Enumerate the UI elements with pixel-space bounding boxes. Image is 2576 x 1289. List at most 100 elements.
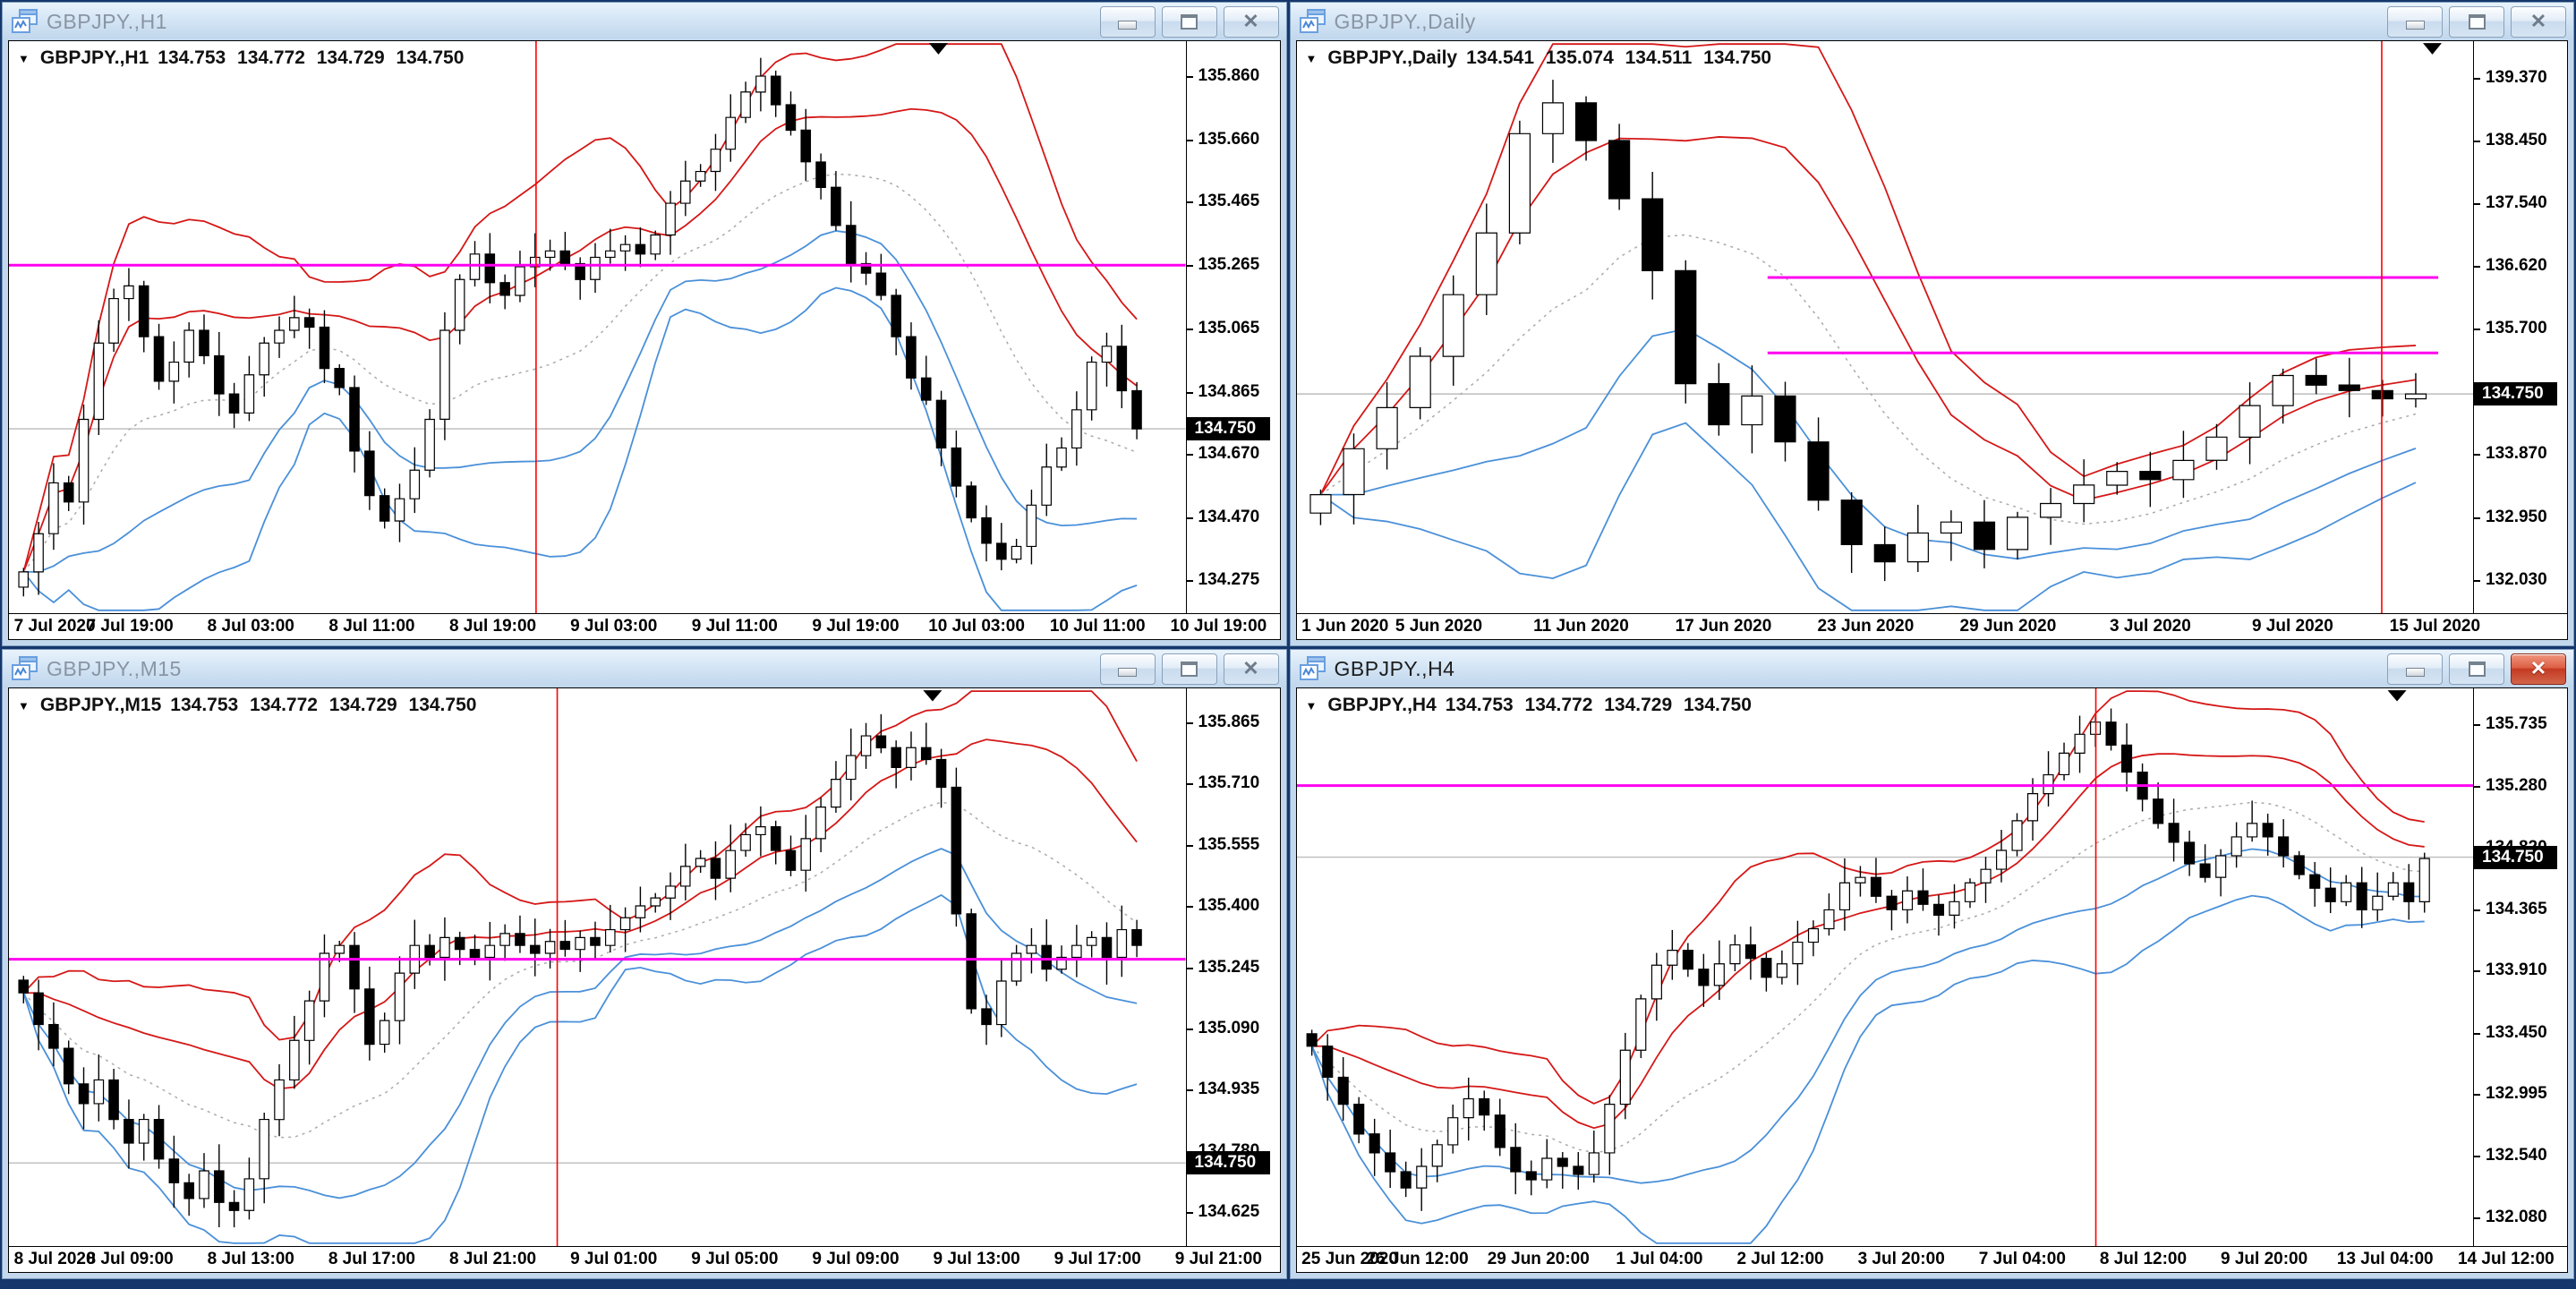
candle — [1322, 1046, 1332, 1078]
candle — [1443, 295, 1463, 356]
restore-button[interactable] — [1161, 5, 1217, 38]
candle — [1307, 1034, 1317, 1046]
restore-button[interactable] — [2449, 653, 2504, 685]
plot-area[interactable] — [9, 41, 1186, 613]
window-titlebar[interactable]: GBPJPY.,H1 ✕ — [3, 3, 1286, 40]
time-axis[interactable]: 1 Jun 2020 5 Jun 2020 11 Jun 2020 17 Jun 20… — [1296, 613, 2567, 639]
close-icon: ✕ — [2529, 657, 2547, 679]
plot-area[interactable] — [1297, 41, 2474, 613]
candle — [1683, 951, 1693, 969]
price-tick-mark — [2474, 909, 2480, 911]
time-axis[interactable]: 25 Jun 2020 26 Jun 12:00 29 Jun 20:00 1 Jul… — [1296, 1246, 2567, 1272]
candle — [681, 866, 690, 886]
candle — [2405, 394, 2426, 398]
candle — [1072, 410, 1081, 448]
restore-button[interactable] — [2449, 5, 2504, 38]
chart-window-icon — [1299, 656, 1326, 681]
candle — [290, 1040, 299, 1080]
price-axis[interactable]: 135.735135.280134.820134.365133.910133.4… — [2474, 688, 2567, 1246]
minimize-button[interactable] — [2387, 5, 2443, 38]
candle — [967, 486, 976, 517]
price-tick-label: 133.450 — [2486, 1022, 2547, 1042]
time-tick-label: 2 Jul 12:00 — [1736, 1250, 1824, 1268]
candle — [1761, 959, 1770, 977]
minimize-button[interactable] — [2387, 653, 2443, 685]
window-titlebar[interactable]: GBPJPY.,H4 ✕ — [1290, 650, 2573, 687]
close-button[interactable]: ✕ — [2511, 653, 2566, 685]
minimize-icon — [2405, 21, 2425, 30]
time-tick-label: 8 Jul 13:00 — [207, 1250, 294, 1268]
close-button[interactable]: ✕ — [1223, 653, 1279, 685]
candle — [922, 378, 931, 400]
candle — [756, 827, 765, 835]
price-axis[interactable]: 135.860 135.660 135.465 135.265 135.065 134.8… — [1186, 41, 1280, 613]
time-tick-label: 8 Jul 2020 — [13, 1250, 96, 1268]
candle — [635, 906, 644, 918]
plot-area[interactable] — [9, 688, 1186, 1246]
candle — [304, 1001, 313, 1040]
candle — [350, 945, 359, 989]
price-tick-label: 134.625 — [1198, 1202, 1260, 1222]
ohlc-values: 134.753 134.772 134.729 134.750 — [170, 695, 477, 715]
minimize-button[interactable] — [1099, 653, 1156, 685]
symbol-dropdown-icon[interactable]: ▼ — [18, 698, 30, 713]
candle — [365, 989, 374, 1045]
window-title: GBPJPY.,H1 — [47, 9, 167, 33]
candle — [531, 257, 540, 267]
close-button[interactable]: ✕ — [2511, 5, 2566, 38]
candle — [440, 937, 449, 957]
candle — [1087, 937, 1096, 945]
window-titlebar[interactable]: GBPJPY.,M15 ✕ — [3, 650, 1286, 687]
candle — [154, 337, 163, 381]
candle — [847, 226, 856, 264]
candle — [1933, 904, 1943, 915]
candle — [1974, 522, 1994, 550]
price-tick-mark — [1186, 783, 1193, 786]
time-tick-label: 9 Jul 13:00 — [933, 1250, 1020, 1268]
time-axis[interactable]: 8 Jul 2020 8 Jul 09:00 8 Jul 13:00 8 Jul 17… — [9, 1246, 1280, 1272]
time-tick-label: 10 Jul 03:00 — [928, 617, 1025, 636]
upper-band-inner-line — [1320, 137, 2416, 500]
candle — [891, 747, 900, 767]
candle — [1729, 945, 1739, 964]
window-titlebar[interactable]: GBPJPY.,Daily ✕ — [1290, 3, 2573, 40]
candle — [967, 914, 976, 1009]
price-tick-mark — [2474, 454, 2480, 457]
candle — [1432, 1145, 1442, 1166]
close-button[interactable]: ✕ — [1223, 5, 1279, 38]
candle — [2247, 824, 2256, 837]
price-tick-mark — [1186, 329, 1193, 331]
price-tick-mark — [1186, 140, 1193, 142]
price-axis[interactable]: 135.865 135.710 135.555 135.400 135.245 135.0… — [1186, 688, 1280, 1246]
candle — [1808, 929, 1818, 943]
symbol-dropdown-icon[interactable]: ▼ — [1305, 51, 1318, 65]
chart-shift-marker-icon — [923, 690, 943, 702]
candle — [2341, 883, 2350, 901]
plot-area[interactable] — [1297, 688, 2474, 1246]
candle — [380, 1020, 388, 1044]
candle — [500, 283, 509, 295]
candle — [786, 850, 795, 870]
price-tick-label: 135.865 — [1198, 712, 1260, 731]
price-axis[interactable]: 139.370 138.450 137.540 136.620 135.700 133.8… — [2474, 41, 2567, 613]
current-price-badge: 134.750 — [1186, 1151, 1270, 1175]
lower-band-outer-line — [23, 288, 1137, 610]
symbol-dropdown-icon[interactable]: ▼ — [1305, 698, 1318, 713]
candle — [922, 747, 931, 759]
time-tick-label: 23 Jun 2020 — [1817, 617, 1915, 636]
candle — [304, 318, 313, 328]
time-axis[interactable]: 7 Jul 2020 7 Jul 19:00 8 Jul 03:00 8 Jul 11… — [9, 613, 1280, 639]
minimize-icon — [2405, 668, 2425, 677]
candle — [1542, 103, 1563, 133]
candle — [2043, 775, 2053, 794]
candle — [1907, 533, 1928, 561]
candle — [576, 263, 584, 279]
candle — [816, 807, 825, 839]
candle — [1072, 945, 1081, 957]
restore-button[interactable] — [1161, 653, 1217, 685]
chart-window-icon — [1299, 9, 1326, 34]
time-tick-label: 1 Jun 2020 — [1301, 617, 1389, 636]
minimize-button[interactable] — [1099, 5, 1156, 38]
candle — [320, 328, 328, 369]
symbol-dropdown-icon[interactable]: ▼ — [18, 51, 30, 65]
